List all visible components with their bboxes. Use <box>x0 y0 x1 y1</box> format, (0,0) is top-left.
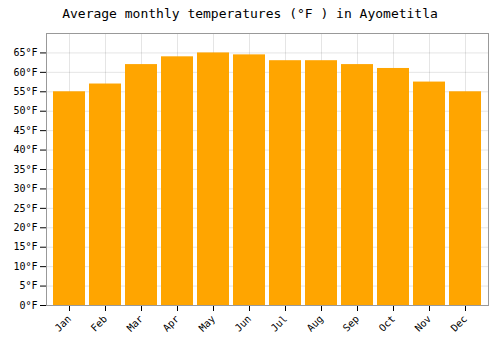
svg-text:15°F: 15°F <box>13 241 37 252</box>
svg-text:Mar: Mar <box>125 313 146 334</box>
svg-text:Sep: Sep <box>341 313 362 334</box>
svg-text:Apr: Apr <box>161 313 182 334</box>
svg-text:25°F: 25°F <box>13 203 37 214</box>
svg-text:Aug: Aug <box>305 313 326 334</box>
html-text:Average monthly temperatures (: Average monthly temperatures (°F ) in Ay… <box>62 6 438 21</box>
svg-text:45°F: 45°F <box>13 125 37 136</box>
svg-text:Dec: Dec <box>449 313 470 334</box>
svg-text:Oct: Oct <box>377 313 398 334</box>
svg-text:Jun: Jun <box>233 313 254 334</box>
svg-text:Jan: Jan <box>53 313 74 334</box>
svg-text:Nov: Nov <box>413 313 434 334</box>
svg-text:0°F: 0°F <box>19 300 37 311</box>
svg-text:60°F: 60°F <box>13 67 37 78</box>
svg-text:May: May <box>197 313 218 334</box>
svg-text:35°F: 35°F <box>13 164 37 175</box>
svg-text:Feb: Feb <box>89 313 110 334</box>
svg-text:40°F: 40°F <box>13 144 37 155</box>
svg-text:5°F: 5°F <box>19 280 37 291</box>
svg-text:30°F: 30°F <box>13 183 37 194</box>
svg-text:55°F: 55°F <box>13 86 37 97</box>
svg-text:Jul: Jul <box>269 313 290 334</box>
svg-text:10°F: 10°F <box>13 261 37 272</box>
svg-text:50°F: 50°F <box>13 105 37 116</box>
svg-text:65°F: 65°F <box>13 47 37 58</box>
svg-text:20°F: 20°F <box>13 222 37 233</box>
